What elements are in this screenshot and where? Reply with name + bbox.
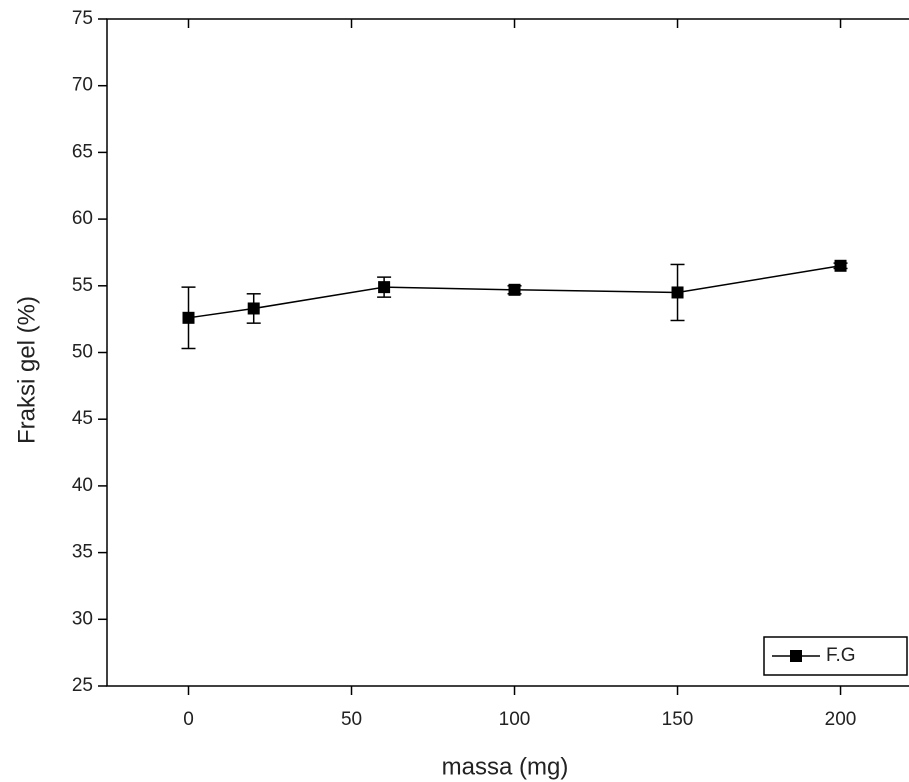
y-tick-label: 50 <box>72 342 93 363</box>
y-tick-label: 75 <box>72 8 93 29</box>
y-tick-label: 60 <box>72 208 93 229</box>
x-tick-label: 0 <box>183 709 194 730</box>
y-tick-label: 65 <box>72 141 93 162</box>
legend-marker <box>790 650 802 662</box>
y-tick-label: 30 <box>72 608 93 629</box>
marker <box>378 281 391 294</box>
marker <box>508 283 521 296</box>
marker <box>671 286 684 299</box>
data-line <box>188 265 841 319</box>
y-tick-label: 55 <box>72 275 93 296</box>
marker <box>182 311 195 324</box>
y-tick-label: 40 <box>72 475 93 496</box>
legend-label: F.G <box>826 645 856 666</box>
x-tick-label: 100 <box>499 709 531 730</box>
marker <box>834 259 847 272</box>
x-axis-title: massa (mg) <box>442 753 569 780</box>
y-tick-label: 70 <box>72 75 93 96</box>
x-tick-label: 50 <box>341 709 362 730</box>
x-tick-label: 200 <box>825 709 857 730</box>
y-axis-title: Fraksi gel (%) <box>13 296 40 444</box>
y-tick-label: 45 <box>72 408 93 429</box>
x-tick-label: 150 <box>662 709 694 730</box>
y-tick-label: 35 <box>72 542 93 563</box>
y-tick-label: 25 <box>72 675 93 696</box>
marker <box>247 302 260 315</box>
plot-frame <box>106 18 909 687</box>
